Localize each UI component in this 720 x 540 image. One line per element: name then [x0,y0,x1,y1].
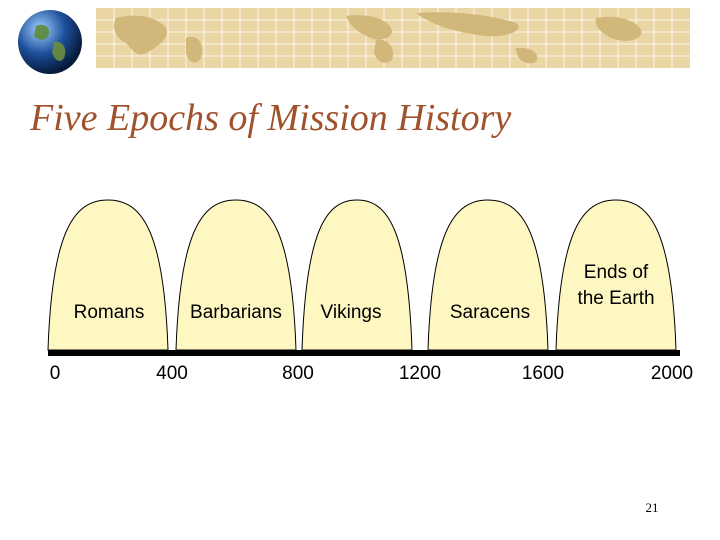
epoch-arch [555,199,677,351]
header-banner [0,0,720,74]
epoch-arch [175,199,297,351]
epoch-arch [427,199,549,351]
timeline-bar [48,350,680,356]
epoch-label: Barbarians [190,302,282,323]
timeline-tick-label: 800 [282,363,314,384]
epoch-label: the Earth [577,288,654,309]
epoch-arch [47,199,169,351]
timeline-tick-label: 1200 [399,363,441,384]
page-number: 21 [645,500,659,515]
epoch-arch [301,199,413,351]
slide-title: Five Epochs of Mission History [30,97,512,139]
epoch-label: Romans [74,302,145,323]
timeline-tick-label: 0 [50,363,61,384]
epoch-label: Vikings [321,302,382,323]
timeline-tick-label: 400 [156,363,188,384]
timeline-tick-label: 1600 [522,363,564,384]
globe-icon [14,6,86,78]
world-map-banner [96,8,690,68]
epoch-label: Saracens [450,302,530,323]
epoch-label: Ends of [584,262,649,283]
timeline-tick-label: 2000 [651,363,693,384]
